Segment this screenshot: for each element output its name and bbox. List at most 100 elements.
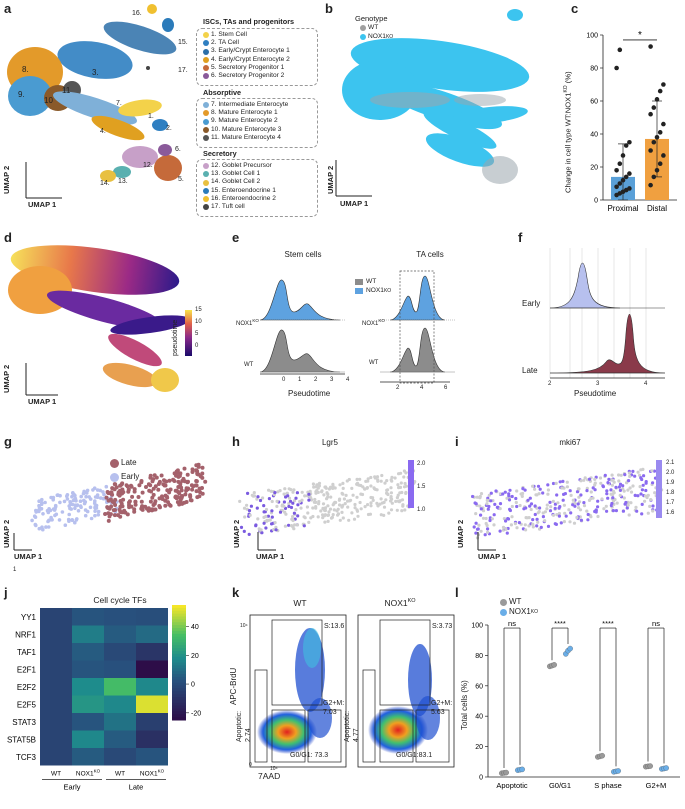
cell-point	[188, 493, 193, 498]
cell-point	[646, 493, 650, 497]
cell-point	[261, 496, 265, 500]
cell-point	[575, 515, 579, 520]
colorbar-segment	[172, 711, 186, 715]
cell-point	[382, 500, 386, 504]
colorbar-segment	[172, 674, 186, 678]
cell-point	[379, 479, 383, 483]
legend-heading-absorptive: Absorptive	[203, 88, 242, 97]
cluster-label: 16.	[132, 10, 142, 17]
cell-point	[571, 498, 575, 502]
cell-point	[116, 513, 121, 518]
cell-point	[66, 517, 71, 522]
cell-point	[269, 489, 273, 493]
cell-point	[366, 503, 370, 507]
data-point	[661, 153, 666, 158]
cell-point	[326, 504, 330, 508]
cell-point	[618, 493, 622, 497]
cell-point	[92, 501, 97, 505]
cell-point	[323, 520, 327, 524]
cell-point	[133, 502, 138, 507]
colorbar-title: pseudotime	[172, 319, 179, 356]
cell-point	[275, 499, 279, 503]
data-point	[620, 153, 626, 158]
cell-point	[475, 527, 480, 531]
cell-point	[591, 496, 595, 500]
cell-point	[151, 486, 156, 491]
cell-point	[255, 497, 259, 501]
heatmap-cell	[40, 608, 72, 626]
cell-point	[360, 492, 365, 497]
legend-swatch	[203, 179, 209, 186]
cell-point	[563, 511, 567, 515]
cell-point	[164, 479, 169, 484]
colorbar-segment	[172, 679, 186, 684]
cell-point	[537, 510, 541, 514]
colorbar-tick-label: 40	[191, 624, 199, 631]
cell-point	[612, 491, 616, 495]
data-point	[651, 139, 657, 145]
panel-letter-b: b	[325, 1, 333, 16]
heatmap-cell	[136, 678, 168, 696]
data-point	[654, 168, 660, 173]
cell-point	[539, 525, 543, 529]
colorbar-segment	[172, 622, 186, 626]
legend-box-absorptive	[196, 98, 318, 148]
cell-point	[67, 512, 71, 517]
cell-point	[346, 499, 350, 503]
cell-point	[153, 499, 158, 504]
cell-point	[403, 481, 407, 486]
cell-point	[397, 486, 401, 490]
colorbar-tick: 0	[195, 343, 199, 349]
cell-point	[614, 485, 618, 489]
mki67-colorbar-tick: 2.0	[666, 470, 675, 476]
cell-point	[37, 526, 42, 531]
cell-point	[586, 512, 590, 517]
cell-point	[157, 496, 162, 501]
cell-point	[553, 506, 557, 510]
cell-point	[649, 498, 653, 502]
cell-point	[498, 529, 502, 533]
cell-point	[393, 476, 397, 480]
legend-swatch	[203, 32, 209, 39]
data-point-wt	[647, 763, 653, 769]
cell-point	[284, 512, 288, 516]
cell-point	[132, 509, 137, 514]
cell-point	[533, 512, 537, 517]
y-tick-label: 20	[590, 165, 598, 172]
cell-point	[640, 512, 644, 516]
cell-point	[625, 481, 629, 485]
cell-point	[403, 508, 407, 512]
cell-point	[303, 494, 307, 498]
lgr5-colorbar-tick: 1.5	[417, 484, 426, 490]
cell-point	[611, 478, 615, 482]
cell-point	[593, 477, 597, 481]
data-point	[627, 171, 632, 176]
cell-point	[390, 475, 394, 479]
cell-point	[319, 509, 323, 513]
cell-point	[296, 514, 300, 518]
cell-point	[631, 469, 635, 473]
cell-point	[525, 516, 529, 520]
legend-swatch	[500, 598, 507, 606]
flow-x-label: 7AAD	[258, 771, 281, 781]
cell-point	[506, 517, 511, 521]
heatmap-cell	[72, 713, 104, 731]
cell-point	[282, 492, 286, 496]
cell-point	[627, 471, 632, 475]
cell-point	[571, 503, 575, 507]
cell-point	[270, 499, 274, 504]
cell-point	[375, 475, 380, 479]
cell-point	[104, 495, 109, 500]
flow-title-wt: WT	[293, 598, 307, 608]
cell-point	[347, 518, 351, 522]
cell-point	[291, 490, 295, 494]
umap-pseudotime-plot	[8, 245, 192, 396]
cell-point	[109, 504, 114, 509]
cell-point	[306, 511, 310, 515]
cell-point	[614, 509, 618, 513]
legend-item: 4. Early/Crypt Enterocyte 2	[203, 56, 290, 64]
cell-point	[291, 501, 295, 505]
colorbar-segment	[172, 671, 186, 675]
data-point-nox1ko	[519, 766, 525, 773]
cell-point	[194, 468, 199, 473]
